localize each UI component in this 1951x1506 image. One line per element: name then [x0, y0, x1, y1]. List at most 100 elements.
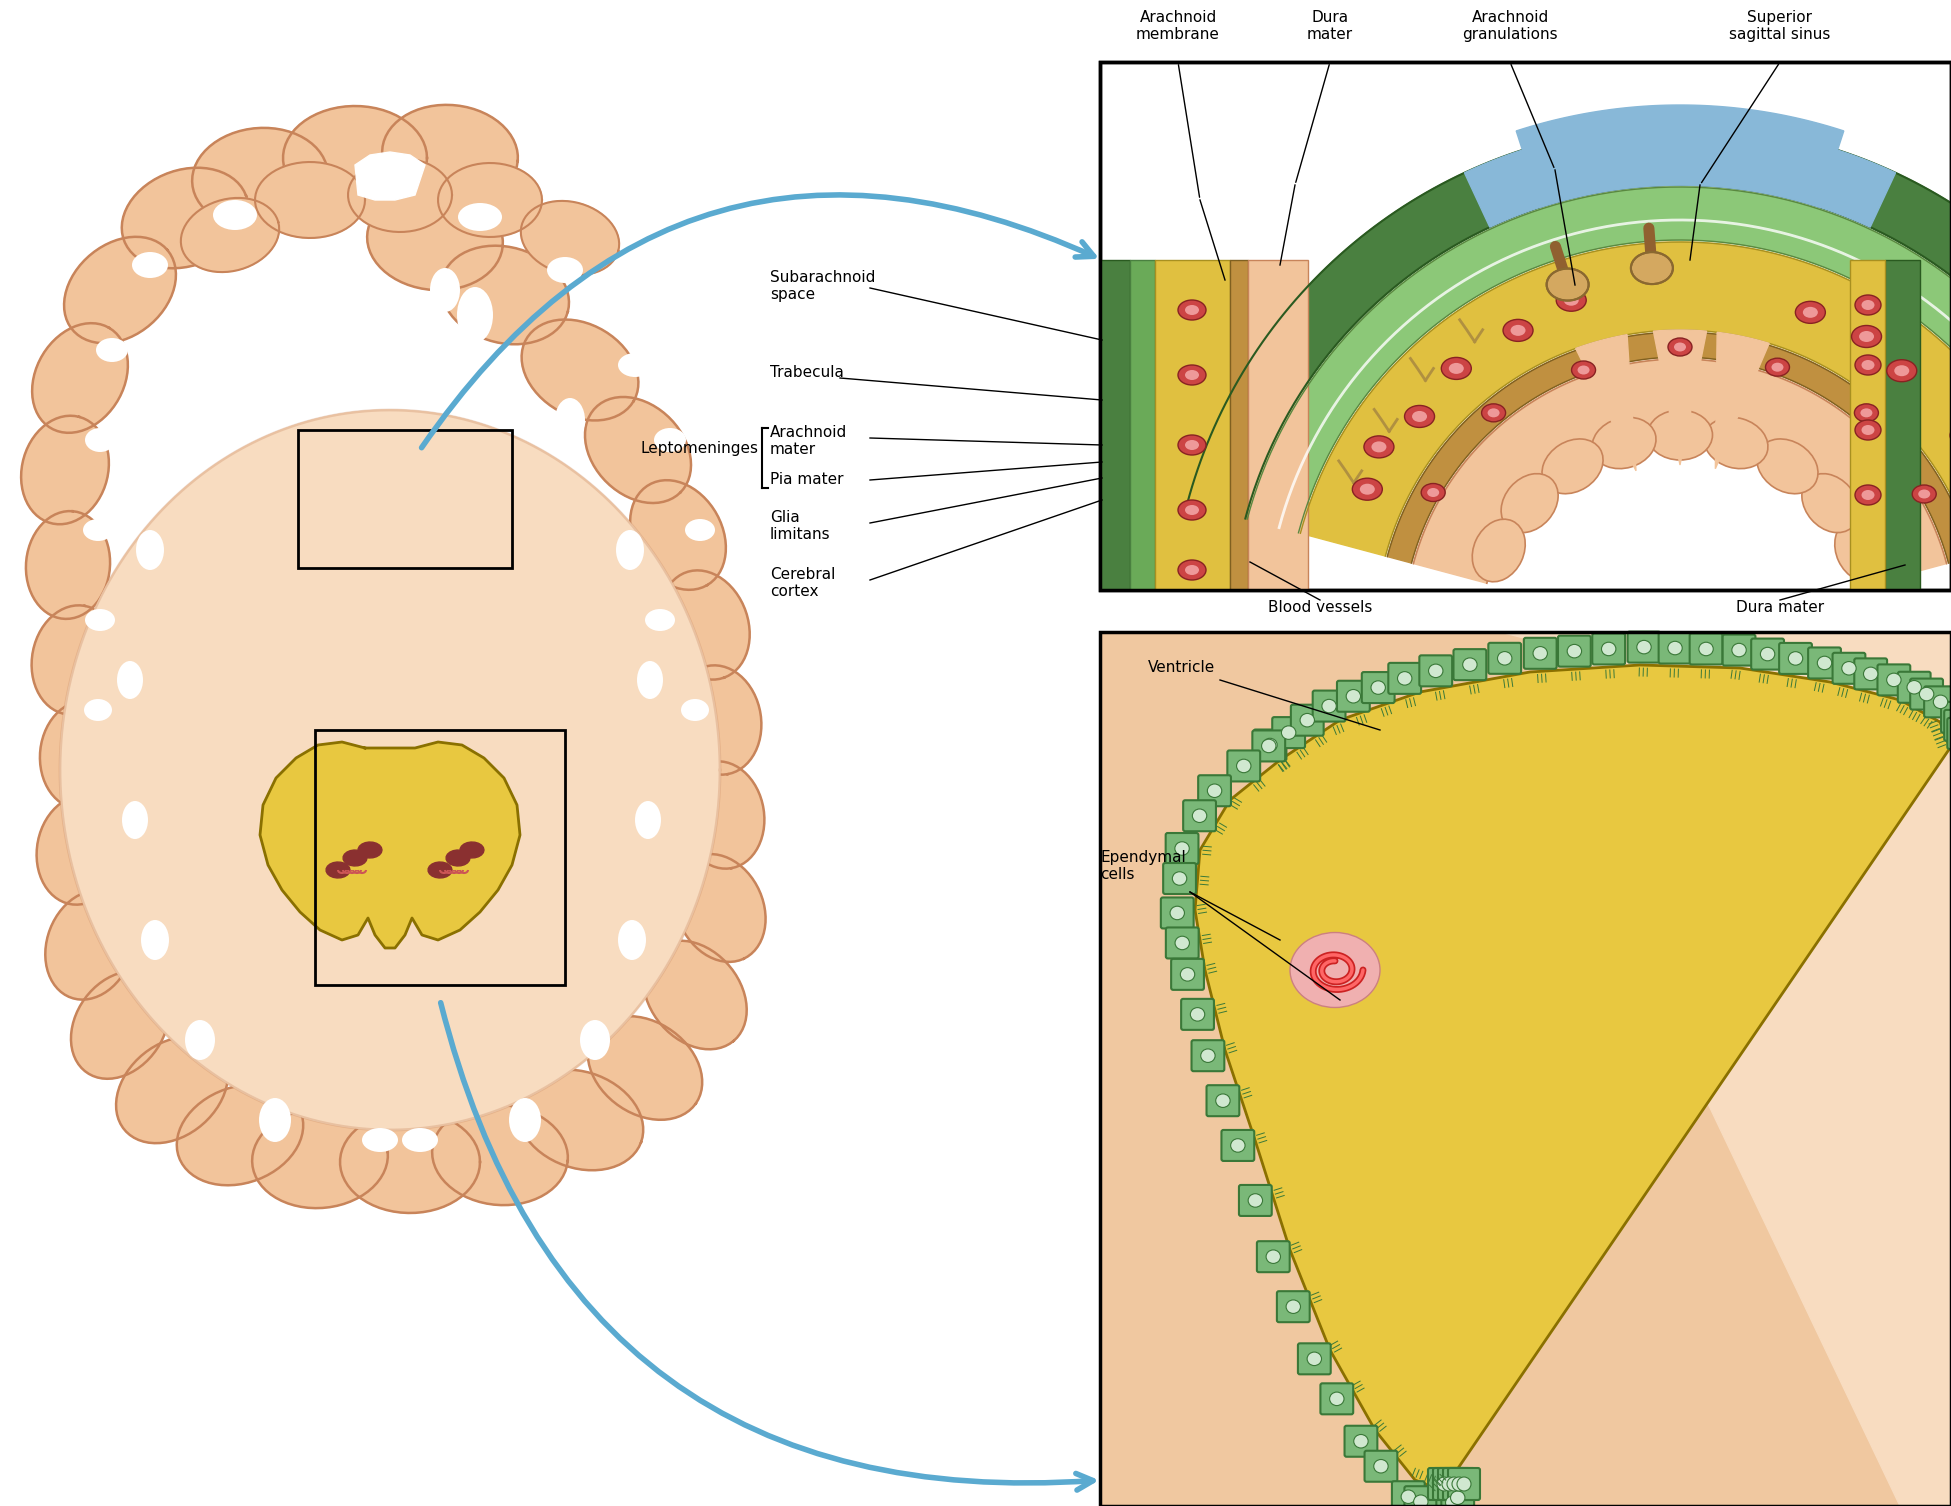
Ellipse shape: [86, 428, 115, 452]
FancyBboxPatch shape: [1239, 1185, 1272, 1215]
Ellipse shape: [1401, 1489, 1416, 1503]
Ellipse shape: [1323, 699, 1336, 712]
Ellipse shape: [1533, 646, 1547, 660]
FancyBboxPatch shape: [1489, 643, 1522, 673]
FancyBboxPatch shape: [1198, 776, 1231, 806]
Polygon shape: [70, 971, 170, 1078]
Ellipse shape: [363, 1128, 398, 1152]
Polygon shape: [64, 236, 176, 343]
Ellipse shape: [1861, 360, 1875, 370]
Ellipse shape: [185, 398, 215, 441]
Polygon shape: [460, 842, 484, 858]
FancyBboxPatch shape: [1524, 639, 1557, 669]
Text: Trabecula: Trabecula: [771, 364, 845, 380]
Polygon shape: [178, 1084, 302, 1185]
Text: Glia
limitans: Glia limitans: [771, 511, 831, 542]
Ellipse shape: [1442, 1477, 1455, 1491]
Ellipse shape: [429, 268, 460, 312]
Text: Ventricle: Ventricle: [1147, 660, 1215, 675]
Ellipse shape: [1352, 479, 1383, 500]
Ellipse shape: [1413, 411, 1426, 422]
Ellipse shape: [1674, 342, 1686, 351]
Polygon shape: [1500, 633, 1951, 1053]
Polygon shape: [343, 849, 367, 866]
Polygon shape: [521, 319, 638, 420]
Ellipse shape: [1184, 505, 1200, 515]
Polygon shape: [447, 849, 470, 866]
Ellipse shape: [1178, 500, 1206, 520]
Ellipse shape: [1178, 435, 1206, 455]
Ellipse shape: [1262, 738, 1278, 751]
Text: Arachnoid
membrane: Arachnoid membrane: [1135, 11, 1219, 42]
Ellipse shape: [1510, 325, 1526, 336]
Ellipse shape: [1863, 667, 1879, 681]
Ellipse shape: [1567, 645, 1582, 658]
FancyBboxPatch shape: [1321, 1384, 1354, 1414]
FancyBboxPatch shape: [1256, 1241, 1290, 1273]
Ellipse shape: [1173, 872, 1186, 886]
Ellipse shape: [1487, 408, 1500, 417]
Bar: [1100, 62, 1951, 590]
FancyBboxPatch shape: [1448, 1468, 1481, 1500]
Ellipse shape: [1853, 404, 1879, 422]
Polygon shape: [1576, 334, 1637, 471]
Polygon shape: [60, 410, 720, 1130]
Ellipse shape: [1237, 759, 1251, 773]
Ellipse shape: [1372, 441, 1387, 452]
Ellipse shape: [1184, 440, 1200, 450]
Ellipse shape: [84, 699, 111, 721]
Ellipse shape: [1457, 1477, 1471, 1491]
Ellipse shape: [1266, 1250, 1280, 1264]
FancyBboxPatch shape: [1418, 655, 1452, 687]
FancyBboxPatch shape: [1313, 691, 1346, 721]
Ellipse shape: [1855, 420, 1881, 440]
Polygon shape: [585, 398, 691, 503]
FancyBboxPatch shape: [1690, 634, 1723, 664]
Ellipse shape: [1855, 355, 1881, 375]
Bar: [1249, 261, 1307, 590]
FancyBboxPatch shape: [1898, 672, 1931, 703]
Text: Ependymal
cells: Ependymal cells: [1100, 849, 1186, 883]
Polygon shape: [31, 324, 129, 432]
Polygon shape: [259, 742, 521, 947]
Ellipse shape: [1758, 438, 1818, 494]
FancyBboxPatch shape: [1779, 643, 1812, 673]
Ellipse shape: [1933, 696, 1947, 709]
Ellipse shape: [1452, 1477, 1465, 1491]
Ellipse shape: [579, 1020, 611, 1060]
Ellipse shape: [1795, 301, 1826, 324]
Ellipse shape: [1894, 366, 1910, 376]
Ellipse shape: [1855, 295, 1881, 315]
FancyBboxPatch shape: [1853, 658, 1887, 690]
FancyBboxPatch shape: [1924, 687, 1951, 717]
Ellipse shape: [1918, 489, 1930, 498]
Ellipse shape: [140, 920, 170, 959]
Ellipse shape: [457, 288, 494, 343]
Ellipse shape: [1405, 405, 1434, 428]
Bar: [299, 431, 511, 568]
FancyBboxPatch shape: [1910, 679, 1943, 709]
Polygon shape: [359, 842, 382, 858]
Ellipse shape: [1180, 968, 1194, 980]
Ellipse shape: [546, 258, 583, 283]
Polygon shape: [1651, 883, 1951, 1506]
Polygon shape: [1516, 105, 1844, 206]
Ellipse shape: [1249, 1194, 1262, 1208]
Ellipse shape: [133, 252, 168, 279]
Text: Arachnoid
granulations: Arachnoid granulations: [1461, 11, 1557, 42]
Ellipse shape: [654, 428, 687, 452]
Ellipse shape: [1192, 809, 1208, 822]
Ellipse shape: [1834, 520, 1889, 581]
FancyBboxPatch shape: [1253, 730, 1286, 762]
Ellipse shape: [1760, 648, 1775, 661]
Ellipse shape: [554, 398, 585, 441]
Polygon shape: [115, 1036, 228, 1143]
Ellipse shape: [1906, 681, 1922, 694]
Bar: [1100, 633, 1951, 1506]
Ellipse shape: [1631, 252, 1672, 285]
Polygon shape: [252, 1108, 388, 1208]
FancyBboxPatch shape: [1391, 1482, 1424, 1506]
Ellipse shape: [1563, 295, 1578, 306]
Ellipse shape: [185, 1020, 215, 1060]
Polygon shape: [517, 1069, 644, 1170]
